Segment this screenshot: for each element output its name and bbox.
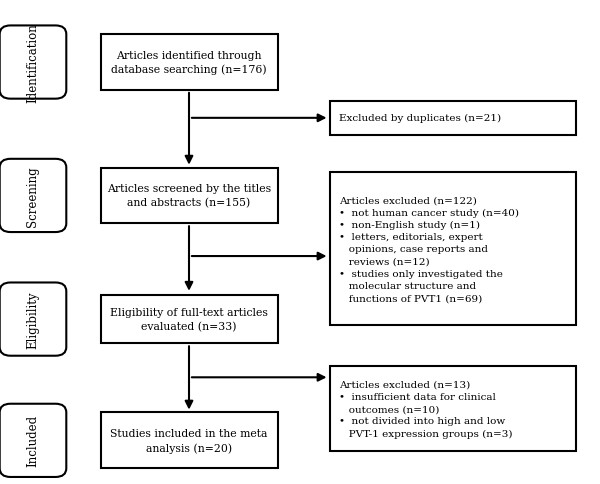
FancyBboxPatch shape (101, 295, 277, 344)
FancyBboxPatch shape (101, 35, 277, 91)
FancyBboxPatch shape (330, 173, 576, 326)
Text: Studies included in the meta
analysis (n=20): Studies included in the meta analysis (n… (110, 428, 268, 453)
Text: Excluded by duplicates (n=21): Excluded by duplicates (n=21) (339, 114, 501, 123)
FancyBboxPatch shape (101, 168, 277, 224)
FancyBboxPatch shape (101, 412, 277, 469)
Text: Identification: Identification (26, 23, 40, 103)
Text: Eligibility of full-text articles
evaluated (n=33): Eligibility of full-text articles evalua… (110, 307, 268, 332)
FancyBboxPatch shape (0, 283, 66, 356)
FancyBboxPatch shape (0, 27, 66, 100)
Text: Articles screened by the titles
and abstracts (n=155): Articles screened by the titles and abst… (107, 184, 271, 208)
Text: Articles excluded (n=122)
•  not human cancer study (n=40)
•  non-English study : Articles excluded (n=122) • not human ca… (339, 196, 519, 302)
FancyBboxPatch shape (0, 160, 66, 233)
Text: Articles excluded (n=13)
•  insufficient data for clinical
   outcomes (n=10)
• : Articles excluded (n=13) • insufficient … (339, 380, 512, 438)
Text: Screening: Screening (26, 166, 40, 227)
FancyBboxPatch shape (0, 404, 66, 477)
Text: Articles identified through
database searching (n=176): Articles identified through database sea… (111, 51, 267, 75)
FancyBboxPatch shape (330, 102, 576, 136)
FancyBboxPatch shape (330, 367, 576, 451)
Text: Included: Included (26, 414, 40, 467)
Text: Eligibility: Eligibility (26, 291, 40, 348)
